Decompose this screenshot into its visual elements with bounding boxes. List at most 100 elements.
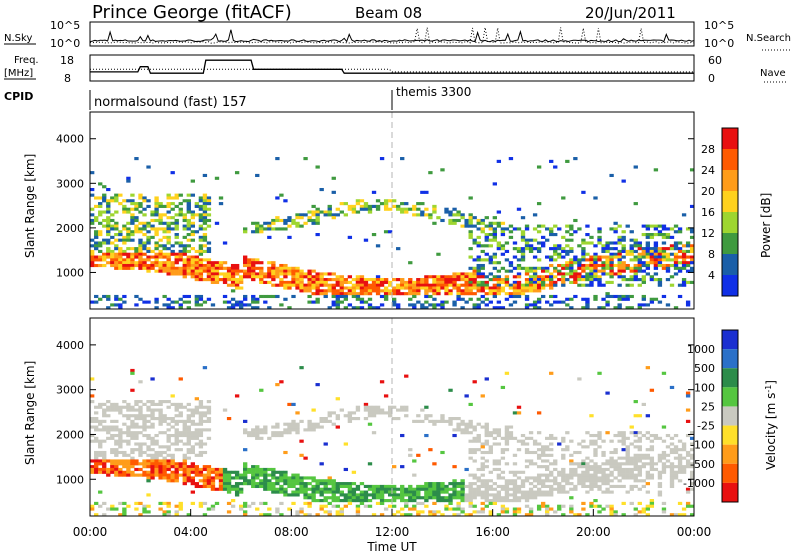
- rti-cell: [653, 244, 659, 248]
- rti-cell: [669, 450, 675, 455]
- rti-cell: [653, 266, 659, 270]
- rti-cell: [589, 280, 594, 284]
- rti-cell: [432, 462, 437, 466]
- rti-cell: [194, 473, 200, 477]
- rti-cell: [508, 479, 514, 483]
- rti-cell: [311, 479, 316, 483]
- rti-cell: [685, 269, 691, 273]
- rti-cell: [146, 473, 151, 477]
- rti-cell: [134, 157, 139, 161]
- rti-cell: [468, 221, 473, 225]
- y-tick-label-2: 3000: [56, 384, 84, 397]
- freq-unit-label: [MHz]: [4, 68, 33, 79]
- rti-cell: [138, 238, 143, 242]
- rti-cell: [416, 501, 421, 505]
- rti-cell: [609, 479, 614, 483]
- rti-cell: [379, 380, 385, 384]
- rti-cell: [319, 292, 324, 296]
- rti-cell: [283, 218, 288, 223]
- rti-cell: [448, 280, 453, 284]
- rti-cell: [375, 275, 381, 279]
- rti-cell: [126, 462, 131, 466]
- rti-cell: [649, 258, 655, 262]
- rti-cell: [234, 470, 240, 474]
- rti-cell: [500, 227, 506, 231]
- rti-cell: [512, 292, 518, 296]
- rti-cell: [540, 504, 546, 508]
- rti-cell: [234, 303, 240, 307]
- rti-cell: [114, 221, 119, 225]
- rti-cell: [375, 405, 381, 409]
- rti-cell: [275, 227, 280, 231]
- rti-cell: [561, 467, 566, 472]
- rti-cell: [170, 263, 175, 268]
- rti-cell: [383, 294, 389, 299]
- rti-cell: [331, 213, 336, 217]
- rti-cell: [440, 303, 445, 307]
- rti-cell: [665, 235, 671, 239]
- rti-cell: [323, 487, 328, 491]
- rti-cell: [669, 258, 675, 262]
- rti-cell: [98, 439, 103, 443]
- rti-cell: [363, 292, 369, 296]
- rti-cell: [621, 484, 626, 489]
- rti-cell: [315, 283, 320, 287]
- rti-cell: [689, 470, 695, 474]
- rti-cell: [565, 266, 570, 270]
- rti-cell: [315, 490, 320, 494]
- rti-cell: [126, 199, 131, 203]
- rti-cell: [557, 252, 562, 256]
- rti-cell: [102, 470, 107, 474]
- rti-cell: [621, 462, 626, 466]
- rti-cell: [472, 272, 477, 276]
- rti-cell: [685, 263, 691, 268]
- rti-cell: [468, 278, 473, 282]
- rti-cell: [287, 272, 292, 276]
- rti-cell: [259, 227, 264, 231]
- rti-cell: [629, 431, 634, 435]
- rti-cell: [456, 275, 461, 279]
- rti-cell: [420, 283, 425, 287]
- rti-cell: [122, 453, 127, 457]
- rti-cell: [259, 266, 264, 270]
- rti-cell: [319, 493, 324, 497]
- rti-cell: [267, 436, 272, 440]
- rti-cell: [214, 176, 220, 180]
- rti-cell: [557, 470, 562, 474]
- rti-cell: [625, 453, 630, 457]
- rti-cell: [545, 513, 550, 517]
- rti-cell: [585, 513, 590, 517]
- rti-cell: [331, 487, 336, 491]
- rti-cell: [138, 244, 143, 248]
- rti-cell: [625, 278, 630, 282]
- rti-cell: [681, 470, 687, 474]
- rti-cell: [234, 484, 240, 489]
- rti-cell: [492, 462, 497, 466]
- rti-cell: [400, 490, 405, 494]
- rti-cell: [178, 272, 183, 276]
- rti-cell: [553, 247, 558, 251]
- rti-cell: [94, 513, 99, 517]
- rti-cell: [295, 269, 300, 273]
- rti-cell: [162, 204, 167, 208]
- rti-cell: [339, 292, 344, 296]
- rti-cell: [190, 233, 195, 237]
- rti-cell: [230, 275, 236, 279]
- rti-cell: [347, 411, 353, 415]
- rti-cell: [633, 249, 638, 254]
- rti-cell: [363, 202, 369, 206]
- rti-cell: [532, 306, 538, 310]
- rti-cell: [178, 297, 183, 301]
- rti-cell: [247, 470, 252, 474]
- rti-cell: [532, 272, 538, 276]
- rti-cell: [500, 385, 506, 390]
- rti-cell: [198, 501, 204, 505]
- rti-cell: [118, 303, 123, 307]
- rti-cell: [569, 266, 574, 270]
- rti-cell: [613, 510, 618, 514]
- rti-cell: [540, 482, 546, 486]
- rti-cell: [251, 465, 256, 469]
- rti-cell: [190, 476, 195, 480]
- rti-cell: [194, 269, 200, 273]
- rti-cell: [561, 504, 566, 508]
